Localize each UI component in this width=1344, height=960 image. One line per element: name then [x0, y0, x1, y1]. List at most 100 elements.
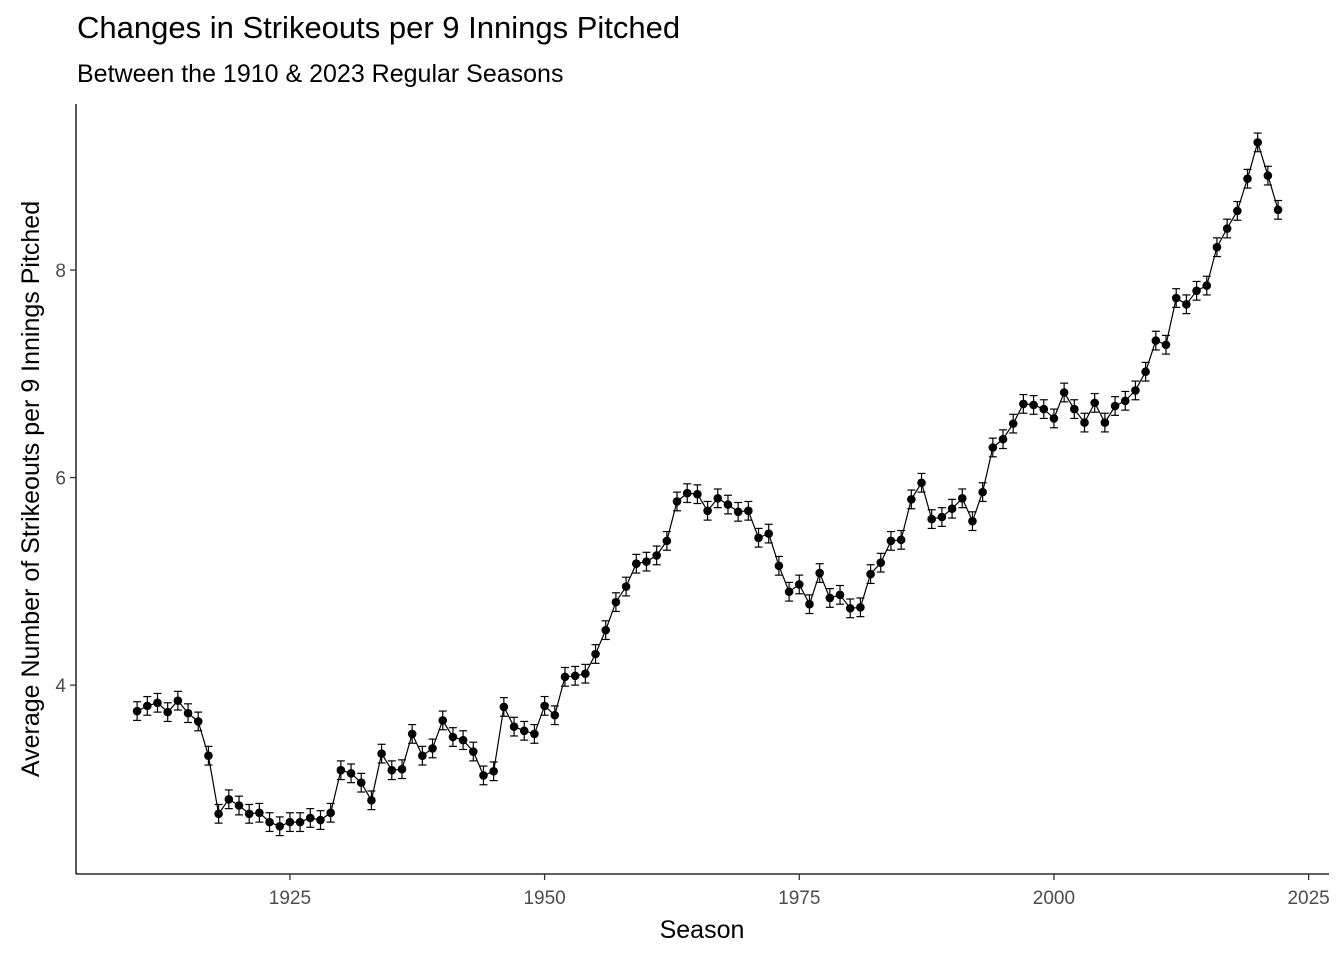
x-tick-label: 1950 — [523, 888, 565, 909]
data-point — [1019, 399, 1028, 409]
data-point — [968, 516, 977, 526]
error-bars — [133, 132, 1283, 837]
data-point — [468, 747, 478, 756]
data-point — [1110, 401, 1120, 411]
data-point — [1243, 174, 1252, 184]
data-point — [1273, 205, 1283, 215]
data-point — [927, 514, 937, 524]
data-point — [825, 593, 835, 603]
data-point — [581, 669, 590, 679]
data-point — [407, 729, 417, 739]
data-point — [458, 735, 468, 745]
data-point — [550, 710, 560, 720]
chart-subtitle: Between the 1910 & 2023 Regular Seasons — [77, 60, 564, 88]
data-point — [132, 706, 142, 716]
data-point — [173, 696, 183, 705]
data-point — [204, 751, 213, 760]
data-point — [1151, 336, 1161, 345]
data-point — [1233, 206, 1242, 216]
data-point — [1120, 396, 1130, 406]
y-tick-label: 6 — [55, 469, 66, 490]
data-point — [519, 726, 529, 736]
data-point — [163, 707, 172, 717]
data-point — [1090, 398, 1099, 408]
data-point — [336, 765, 346, 775]
data-point — [998, 434, 1008, 444]
data-point — [845, 604, 855, 613]
data-point — [1100, 418, 1110, 427]
data-point — [244, 809, 254, 819]
data-point — [397, 764, 407, 774]
data-point — [183, 708, 193, 718]
data-point — [570, 671, 580, 681]
data-point — [907, 495, 916, 504]
y-axis-title: Average Number of Strikeouts per 9 Innin… — [17, 201, 45, 777]
data-point — [1008, 419, 1018, 428]
data-point — [713, 494, 723, 503]
data-point — [367, 796, 376, 805]
data-point — [744, 506, 753, 516]
data-point — [774, 561, 784, 571]
data-point — [1049, 414, 1059, 423]
data-point — [509, 722, 519, 731]
data-point — [1029, 400, 1038, 410]
data-point — [418, 751, 427, 760]
data-point — [479, 771, 488, 780]
data-point — [947, 504, 957, 514]
data-point — [917, 478, 926, 488]
series-line — [136, 140, 1279, 827]
data-point — [428, 744, 437, 753]
data-point — [703, 506, 712, 516]
axis-ticks: 1925 1950 1975 2000 2025 4 6 8 — [55, 261, 1329, 909]
data-point — [193, 717, 203, 726]
data-point — [499, 702, 509, 712]
data-point — [978, 487, 987, 497]
data-point — [143, 701, 152, 711]
data-point — [886, 536, 896, 546]
data-points — [132, 138, 1283, 831]
data-point — [285, 817, 295, 827]
data-point — [1253, 138, 1262, 147]
x-tick-label: 2025 — [1287, 888, 1329, 909]
data-point — [214, 809, 223, 819]
data-point — [1161, 340, 1171, 350]
data-point — [733, 507, 743, 517]
data-point — [682, 488, 692, 498]
data-point — [153, 698, 162, 708]
data-point — [693, 489, 702, 499]
axes — [75, 104, 1329, 875]
data-point — [489, 766, 498, 776]
data-point — [438, 716, 448, 725]
x-axis-title: Season — [660, 916, 745, 944]
data-point — [1192, 286, 1201, 296]
data-point — [255, 808, 264, 818]
data-point — [876, 558, 886, 567]
data-point — [621, 582, 631, 591]
data-point — [723, 500, 733, 509]
data-point — [866, 569, 875, 579]
data-point — [672, 497, 682, 506]
data-point — [662, 536, 672, 546]
data-point — [265, 817, 274, 827]
data-point — [1202, 281, 1212, 290]
data-point — [856, 603, 865, 612]
data-point — [306, 813, 315, 823]
data-point — [631, 559, 641, 569]
data-point — [937, 512, 947, 522]
data-point — [1070, 404, 1079, 414]
data-point — [1222, 224, 1232, 233]
data-point — [1039, 404, 1049, 414]
data-point — [1141, 367, 1150, 377]
data-point — [530, 729, 539, 739]
data-point — [326, 808, 335, 818]
data-point — [1059, 388, 1069, 397]
data-point — [591, 649, 600, 659]
data-point — [611, 597, 621, 607]
y-tick-label: 8 — [55, 261, 66, 282]
data-point — [805, 599, 814, 609]
data-point — [835, 590, 845, 600]
y-tick-label: 4 — [55, 676, 66, 697]
data-point — [1080, 418, 1089, 427]
data-point — [754, 533, 763, 543]
